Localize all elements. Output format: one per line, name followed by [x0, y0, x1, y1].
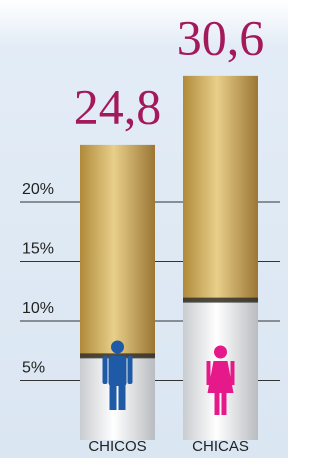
y-tick-label: 5%: [22, 360, 45, 377]
icon-leg: [110, 384, 117, 410]
value-label: 24,8: [74, 78, 162, 134]
cigarette-band: [183, 298, 258, 303]
y-tick-label: 10%: [22, 300, 54, 317]
x-tick-label: CHICOS: [88, 438, 146, 455]
icon-arm: [103, 356, 108, 384]
chart: 5% 10% 15% 20% 24,8 CHICOS 30,6 CHICAS: [0, 0, 288, 458]
y-tick-label: 15%: [22, 241, 54, 258]
x-tick-label: CHICAS: [192, 438, 249, 455]
icon-leg: [119, 384, 126, 410]
icon-arm: [231, 361, 235, 385]
value-label: 30,6: [177, 9, 265, 65]
icon-arm: [207, 361, 211, 385]
y-tick-label: 20%: [22, 181, 54, 198]
icon-head: [214, 346, 227, 359]
icon-arm: [128, 356, 133, 384]
icon-head: [111, 341, 124, 354]
icon-leg: [215, 393, 220, 415]
icon-leg: [222, 393, 227, 415]
icon-body: [109, 356, 127, 386]
